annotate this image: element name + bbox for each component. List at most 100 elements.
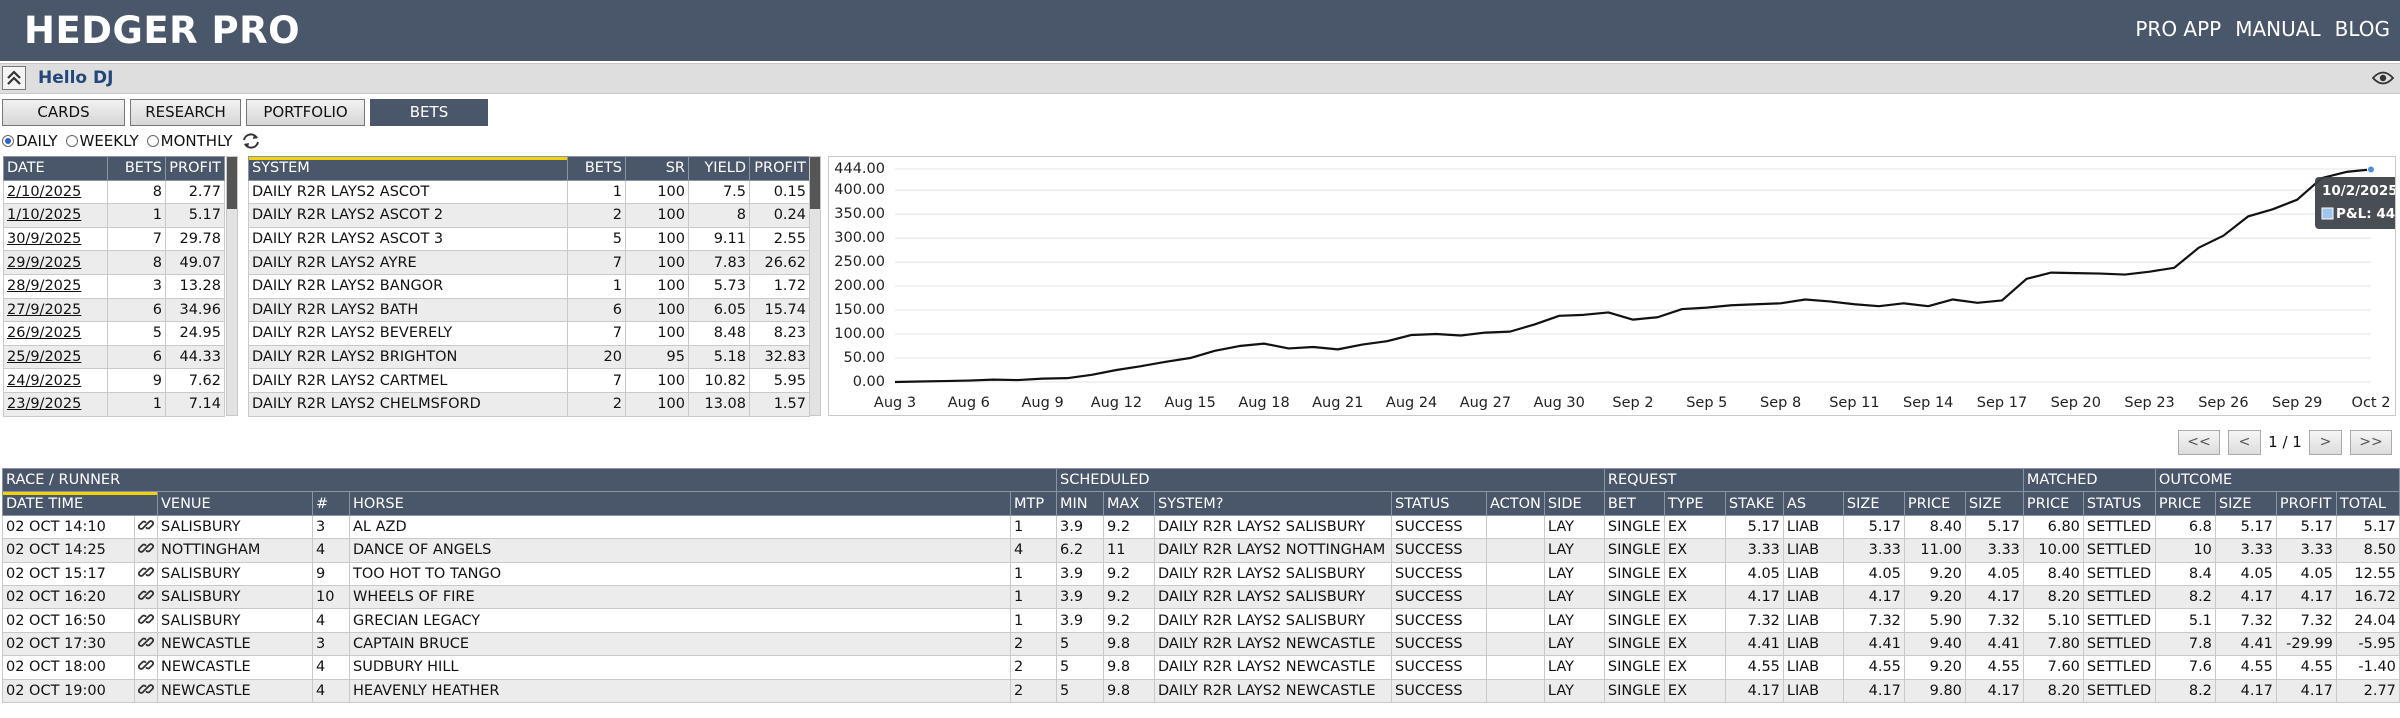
collapse-button[interactable]	[2, 66, 26, 90]
prev-page[interactable]: <	[2228, 430, 2261, 455]
column-header[interactable]: MTP	[1010, 491, 1057, 516]
column-header[interactable]: HORSE	[349, 491, 1011, 516]
date-link[interactable]: 29/9/2025	[7, 254, 82, 271]
scroll-thumb[interactable]	[227, 157, 237, 209]
nav-link[interactable]: MANUAL	[2235, 17, 2321, 41]
column-header[interactable]: SIDE	[1543, 491, 1605, 516]
cell: 2.55	[749, 226, 810, 252]
column-header[interactable]: SYSTEM?	[1154, 491, 1392, 516]
tooltip-swatch	[2321, 207, 2334, 220]
date-link[interactable]: 1/10/2025	[7, 207, 82, 224]
column-header[interactable]: DATE TIME	[2, 491, 158, 516]
radio[interactable]	[2, 135, 14, 147]
column-header[interactable]: MAX	[1103, 491, 1155, 516]
column-header[interactable]: STATUS	[2082, 491, 2156, 516]
column-header[interactable]: TYPE	[1663, 491, 1726, 516]
column-header[interactable]: YIELD	[688, 156, 750, 181]
column-header[interactable]: BETS	[567, 156, 626, 181]
column-header[interactable]: MIN	[1056, 491, 1104, 516]
radio[interactable]	[146, 135, 159, 147]
scroll-thumb[interactable]	[810, 157, 820, 209]
date-link[interactable]: 27/9/2025	[7, 301, 82, 318]
cell: 100	[625, 226, 689, 252]
row: 28/9/2025 3 13.28	[3, 273, 225, 299]
first-page[interactable]: <<	[2178, 430, 2220, 455]
column-header[interactable]: PROFIT	[165, 156, 225, 181]
link-icon[interactable]	[138, 564, 154, 580]
cell: 02 OCT 18:00	[2, 655, 135, 680]
last-page[interactable]: >>	[2350, 430, 2392, 455]
link-cell	[134, 538, 158, 563]
refresh-button[interactable]	[241, 131, 261, 151]
column-header[interactable]: STATUS	[1391, 491, 1487, 516]
tab[interactable]: BETS	[370, 99, 488, 126]
cell: DAILY R2R LAYS2 BATH	[248, 297, 568, 323]
period-option[interactable]: DAILY	[2, 132, 58, 150]
tabs: CARDS RESEARCH PORTFOLIO BETS	[2, 99, 493, 126]
column-header[interactable]: BET	[1603, 491, 1665, 516]
cell: EX	[1663, 631, 1726, 657]
tab[interactable]: RESEARCH	[130, 99, 241, 126]
empty-cell	[1486, 608, 1545, 633]
cell: 3	[312, 631, 350, 657]
date-link[interactable]: 23/9/2025	[7, 396, 82, 413]
cell: 5	[1056, 678, 1104, 703]
date-link[interactable]: 28/9/2025	[7, 278, 82, 295]
link-icon[interactable]	[138, 611, 154, 627]
column-header[interactable]: PRICE	[1903, 491, 1966, 516]
cell: SETTLED	[2082, 678, 2156, 703]
system-panel: SYSTEM BETS SR YIELD PROFIT DAILY R2R LAYS2 A…	[248, 156, 810, 417]
column-header[interactable]: SYSTEM	[248, 156, 568, 181]
column-header[interactable]: AS	[1782, 491, 1844, 516]
column-header[interactable]: BETS	[107, 156, 166, 181]
tab[interactable]: CARDS	[2, 99, 125, 126]
link-icon[interactable]	[138, 681, 154, 697]
column-header[interactable]: SIZE	[1964, 491, 2024, 516]
link-icon[interactable]	[138, 634, 154, 650]
column-header[interactable]: PROFIT	[2275, 491, 2337, 516]
x-tick-label: Sep 20	[2051, 395, 2101, 411]
x-tick-label: Aug 30	[1534, 395, 1585, 411]
cell: 02 OCT 17:30	[2, 631, 135, 657]
group-header: OUTCOME	[2154, 467, 2400, 493]
column-header[interactable]: #	[312, 491, 350, 516]
column-header[interactable]: SIZE	[1842, 491, 1905, 516]
column-header[interactable]: ACTON	[1486, 491, 1545, 516]
column-header[interactable]: PRICE	[2022, 491, 2084, 516]
date-link[interactable]: 24/9/2025	[7, 372, 82, 389]
period-option[interactable]: MONTHLY	[146, 132, 233, 150]
nav-link[interactable]: PRO APP	[2135, 17, 2222, 41]
link-icon[interactable]	[138, 587, 154, 603]
date-link[interactable]: 2/10/2025	[7, 183, 82, 200]
radio[interactable]	[65, 135, 78, 147]
link-icon[interactable]	[138, 517, 154, 533]
date-link[interactable]: 30/9/2025	[7, 231, 82, 248]
nav-link[interactable]: BLOG	[2334, 17, 2390, 41]
column-header[interactable]: VENUE	[157, 491, 313, 516]
link-icon[interactable]	[138, 540, 154, 556]
column-header[interactable]: SIZE	[2214, 491, 2277, 516]
column-header[interactable]: PROFIT	[749, 156, 810, 181]
visibility-toggle[interactable]	[2372, 70, 2394, 86]
cell: 4.55	[1842, 655, 1905, 680]
column-header[interactable]: STAKE	[1724, 491, 1784, 516]
next-page[interactable]: >	[2309, 430, 2342, 455]
x-tick-label: Aug 15	[1165, 395, 1216, 411]
column-header[interactable]: SR	[625, 156, 689, 181]
cell: 4.17	[1964, 678, 2024, 703]
scrollbar[interactable]	[809, 156, 821, 416]
date-link[interactable]: 26/9/2025	[7, 325, 82, 342]
y-tick-label: 400.00	[834, 182, 885, 198]
column-header[interactable]: TOTAL	[2335, 491, 2400, 516]
link-icon[interactable]	[138, 657, 154, 673]
scrollbar[interactable]	[226, 156, 238, 416]
date-link[interactable]: 25/9/2025	[7, 349, 82, 366]
column-header[interactable]: DATE	[3, 156, 108, 181]
cell: 1/10/2025	[3, 203, 108, 228]
tab[interactable]: PORTFOLIO	[246, 99, 365, 126]
cell: 100	[625, 179, 689, 205]
period-option[interactable]: WEEKLY	[65, 132, 139, 150]
cell: 0.24	[749, 203, 810, 228]
column-header[interactable]: PRICE	[2154, 491, 2216, 516]
cell: 34.96	[165, 297, 225, 323]
